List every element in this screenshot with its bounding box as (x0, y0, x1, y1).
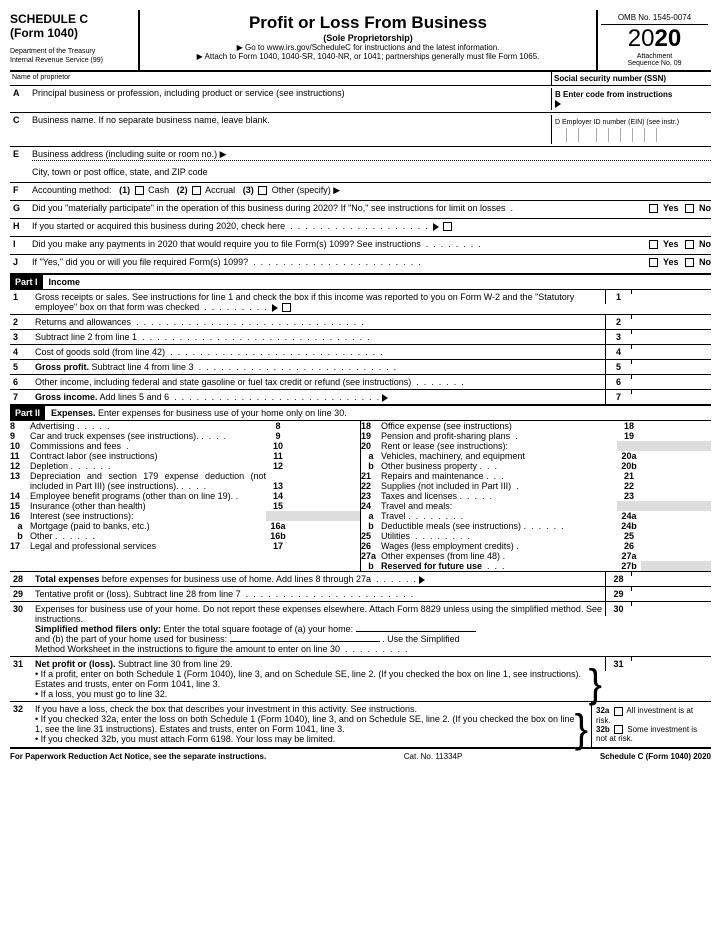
box-b[interactable]: B Enter code from instructions (551, 88, 711, 110)
checkbox-j-yes[interactable] (649, 258, 658, 267)
line-1-text: Gross receipts or sales. See instruction… (32, 290, 605, 314)
arrow-icon (272, 304, 278, 312)
val-1[interactable] (631, 290, 711, 294)
part2-label: Part II (10, 406, 45, 420)
checkbox-g-no[interactable] (685, 204, 694, 213)
seq-label: Attachment Sequence No. 09 (601, 53, 708, 67)
part1-label: Part I (10, 275, 43, 289)
box-d[interactable]: D Employer ID number (EIN) (see instr.) (551, 115, 711, 144)
line-29: 29Tentative profit or (loss). Subtract l… (10, 586, 711, 601)
letter-f: F (10, 185, 32, 195)
line-30: 30 Expenses for business use of your hom… (10, 601, 711, 656)
checkbox-h[interactable] (443, 222, 452, 231)
line-1: 1 Gross receipts or sales. See instructi… (10, 290, 711, 314)
ein-boxes (555, 128, 708, 142)
line-j: J If "Yes," did you or will you file req… (10, 255, 711, 273)
line-h: H If you started or acquired this busine… (10, 219, 711, 237)
ssn-label[interactable]: Social security number (SSN) (551, 72, 711, 85)
input-sqft-home[interactable] (356, 631, 476, 632)
form-subtitle: (Sole Proprietorship) (143, 33, 593, 43)
line-28: 28Total expenses before expenses for bus… (10, 571, 711, 586)
line-32: 32 If you have a loss, check the box tha… (10, 701, 711, 747)
line-f-text: Accounting method: (1) Cash (2) Accrual … (32, 185, 711, 196)
line-3: 3Subtract line 2 from line 1 . . . . . .… (10, 329, 711, 344)
letter-j: J (10, 257, 32, 267)
header-left: SCHEDULE C (Form 1040) Department of the… (10, 10, 140, 70)
tax-year: 2020 (601, 25, 708, 53)
line-31: 31 Net profit or (loss). Subtract line 3… (10, 656, 711, 701)
header-right: OMB No. 1545-0074 2020 Attachment Sequen… (596, 10, 711, 70)
part1-title: Income (43, 275, 87, 289)
arrow-icon (433, 223, 439, 231)
checkbox-line1[interactable] (282, 303, 291, 312)
part1-header: Part I Income (10, 273, 711, 290)
form-label: (Form 1040) (10, 26, 135, 40)
letter-e: E (10, 149, 32, 159)
line-6: 6Other income, including federal and sta… (10, 374, 711, 389)
arrow-icon (419, 576, 425, 584)
line-h-text: If you started or acquired this business… (32, 221, 711, 231)
header-center: Profit or Loss From Business (Sole Propr… (140, 10, 596, 70)
input-sqft-biz[interactable] (230, 641, 380, 642)
footer-center: Cat. No. 11334P (404, 752, 463, 761)
footer-right: Schedule C (Form 1040) 2020 (600, 752, 711, 761)
goto-text: ▶ Go to www.irs.gov/ScheduleC for instru… (143, 43, 593, 52)
footer: For Paperwork Reduction Act Notice, see … (10, 747, 711, 761)
checkbox-g-yes[interactable] (649, 204, 658, 213)
line-j-text: If "Yes," did you or will you file requi… (32, 257, 647, 267)
omb-number: OMB No. 1545-0074 (601, 13, 708, 25)
line-5: 5Gross profit. Subtract line 4 from line… (10, 359, 711, 374)
box-1: 1 (605, 290, 631, 304)
dept-label: Department of the Treasury Internal Reve… (10, 48, 135, 65)
form-title: Profit or Loss From Business (143, 13, 593, 33)
part2-header: Part II Expenses. Enter expenses for bus… (10, 404, 711, 421)
brace-icon: } (575, 719, 588, 739)
line-e1-text[interactable]: Business address (including suite or roo… (32, 149, 711, 161)
checkbox-i-yes[interactable] (649, 240, 658, 249)
arrow-icon (382, 394, 388, 402)
line-a-text[interactable]: Principal business or profession, includ… (32, 88, 551, 98)
line-g-text: Did you "materially participate" in the … (32, 203, 647, 213)
schedule-label: SCHEDULE C (10, 13, 135, 26)
checkbox-32b[interactable] (614, 725, 623, 734)
form-header: SCHEDULE C (Form 1040) Department of the… (10, 10, 711, 72)
line-i: I Did you make any payments in 2020 that… (10, 237, 711, 255)
line-e2: City, town or post office, state, and ZI… (10, 165, 711, 183)
expenses-grid: 8Advertising . . . . .8 9Car and truck e… (10, 421, 711, 571)
checkbox-cash[interactable] (135, 186, 144, 195)
checkbox-accrual[interactable] (192, 186, 201, 195)
checkbox-j-no[interactable] (685, 258, 694, 267)
line-e2-text[interactable]: City, town or post office, state, and ZI… (32, 167, 711, 177)
letter-g: G (10, 203, 32, 213)
line-e1: E Business address (including suite or r… (10, 147, 711, 165)
line-7: 7Gross income. Add lines 5 and 6 . . . .… (10, 389, 711, 404)
footer-left: For Paperwork Reduction Act Notice, see … (10, 752, 266, 761)
arrow-icon (555, 100, 561, 108)
brace-icon: } (589, 674, 602, 694)
line-g: G Did you "materially participate" in th… (10, 201, 711, 219)
name-label[interactable]: Name of proprietor (10, 72, 551, 85)
part2-title: Expenses. Enter expenses for business us… (45, 406, 353, 420)
letter-h: H (10, 221, 32, 231)
checkbox-32a[interactable] (614, 707, 623, 716)
letter-a: A (10, 88, 32, 98)
letter-i: I (10, 239, 32, 249)
attach-text: ▶ Attach to Form 1040, 1040-SR, 1040-NR,… (143, 52, 593, 61)
line-i-text: Did you make any payments in 2020 that w… (32, 239, 647, 249)
checkbox-other[interactable] (258, 186, 267, 195)
line-c: C Business name. If no separate business… (10, 113, 711, 147)
line-2: 2Returns and allowances . . . . . . . . … (10, 314, 711, 329)
letter-c: C (10, 115, 32, 125)
line-4: 4Cost of goods sold (from line 42) . . .… (10, 344, 711, 359)
line-c-text[interactable]: Business name. If no separate business n… (32, 115, 551, 125)
line-f: F Accounting method: (1) Cash (2) Accrua… (10, 183, 711, 201)
checkbox-i-no[interactable] (685, 240, 694, 249)
name-ssn-row: Name of proprietor Social security numbe… (10, 72, 711, 86)
line-a: A Principal business or profession, incl… (10, 86, 711, 113)
